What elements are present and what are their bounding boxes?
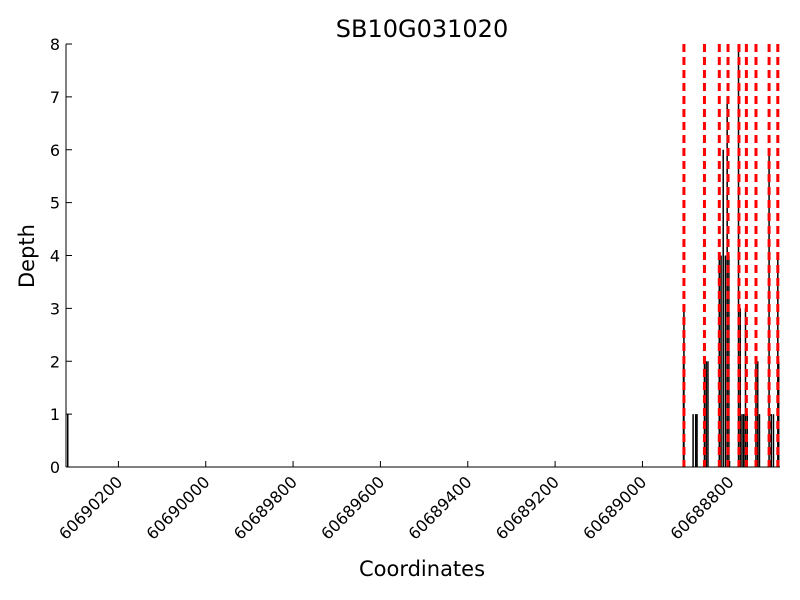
x-tick-label: 60690000 bbox=[143, 472, 214, 543]
x-tick-label: 60689800 bbox=[230, 472, 301, 543]
y-tick-label: 0 bbox=[50, 458, 60, 477]
x-axis-label: Coordinates bbox=[359, 557, 485, 581]
y-tick-label: 3 bbox=[50, 299, 60, 318]
y-tick-label: 2 bbox=[50, 352, 60, 371]
x-tick-label: 60689000 bbox=[579, 472, 650, 543]
y-tick-label: 7 bbox=[50, 88, 60, 107]
y-tick-label: 4 bbox=[50, 247, 60, 266]
x-tick-label: 60690200 bbox=[55, 472, 126, 543]
plot-area: 0 1 2 3 4 5 6 7 8 60690200 60690000 60689800 6068960… bbox=[50, 35, 780, 543]
y-axis-label: Depth bbox=[15, 224, 39, 288]
y-tick-label: 8 bbox=[50, 35, 60, 54]
y-tick-label: 5 bbox=[50, 194, 60, 213]
y-tick-label: 1 bbox=[50, 405, 60, 424]
chart-title: SB10G031020 bbox=[336, 15, 508, 43]
x-tick-label: 60689200 bbox=[492, 472, 563, 543]
x-tick-label: 60689600 bbox=[317, 472, 388, 543]
x-tick-label: 60689400 bbox=[405, 472, 476, 543]
y-tick-label: 6 bbox=[50, 141, 60, 160]
x-tick-label: 60688800 bbox=[667, 472, 738, 543]
